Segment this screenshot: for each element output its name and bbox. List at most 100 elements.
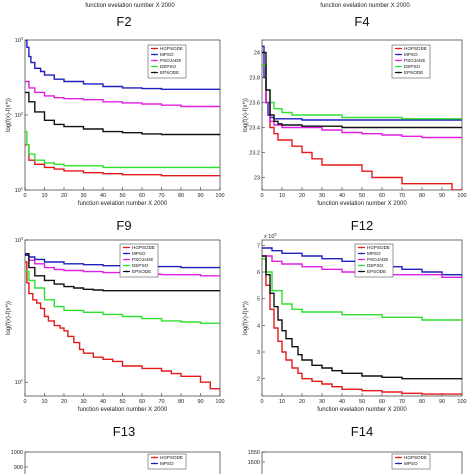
x-axis-label: function evelation number X 2000 (78, 201, 168, 207)
y-tick-label: 1550 (248, 450, 260, 456)
legend-entry: MPSO (132, 251, 146, 256)
series-line-psojade (262, 64, 462, 139)
x-tick-label: 10 (279, 399, 285, 405)
legend-marker (397, 456, 400, 459)
x-tick-label: 40 (100, 193, 106, 199)
legend-entry: MPSO (160, 52, 174, 57)
legend-entry: HGPSODE (160, 46, 183, 51)
series-line-psojade (25, 80, 220, 108)
x-tick-label: 90 (197, 193, 203, 199)
y-tick-label: 23.4 (249, 126, 260, 132)
legend-entry: HGPSODE (132, 245, 155, 250)
x-tick-label: 70 (399, 399, 405, 405)
x-tick-label: 30 (80, 193, 86, 199)
legend-marker (125, 252, 128, 255)
legend-entry: HGPSODE (367, 245, 390, 250)
x-tick-label: 80 (419, 193, 425, 199)
x-tick-label: 30 (319, 193, 325, 199)
x-tick-label: 40 (100, 399, 106, 405)
series-line-hgpsode (25, 144, 220, 177)
legend-marker (153, 71, 156, 74)
panel-title-f4: F4 (354, 14, 369, 29)
x-tick-label: 30 (319, 399, 325, 405)
series-line-epsode (262, 51, 462, 129)
x-axis-label: function evelation number X 2000 (78, 407, 168, 413)
legend-entry: HGPSODE (404, 46, 427, 51)
x-tick-label: 0 (23, 399, 26, 405)
series-line-hgpsode (262, 258, 462, 395)
y-tick-label: 23.8 (249, 76, 260, 82)
y-tick-label: 1000 (11, 450, 23, 456)
x-tick-label: 50 (359, 399, 365, 405)
y-exponent-label: x 105 (264, 232, 277, 241)
legend-marker (397, 462, 400, 465)
legend-marker (397, 71, 400, 74)
x-tick-label: 10 (41, 193, 47, 199)
y-tick-label: 2 (257, 377, 260, 383)
x-tick-label: 60 (379, 193, 385, 199)
chart-panel: 2 3 4 5 6 7 x 105 0 10 20 30 40 50 60 70 80 90 100 functio… (243, 232, 467, 414)
series-line-depso (262, 258, 462, 321)
y-axis-label: log(f(x)-f(x*)) (6, 98, 12, 132)
legend-marker (153, 65, 156, 68)
series-line-mpso (25, 40, 220, 90)
y-axis-label: log(f(x)-f(x*)) (243, 301, 249, 335)
x-tick-label: 30 (80, 399, 86, 405)
y-tick-label: 102 (15, 111, 24, 120)
x-tick-label: 100 (215, 193, 224, 199)
legend-entry: PSOJADE (404, 58, 425, 63)
legend-marker (153, 47, 156, 50)
x-tick-label: 80 (419, 399, 425, 405)
legend-entry: EPSODE (132, 269, 151, 274)
series-line-psojade (262, 255, 462, 278)
legend-entry: EPSODE (367, 269, 386, 274)
x-tick-label: 80 (178, 193, 184, 199)
y-tick-label: 102 (15, 378, 24, 387)
series-line-epsode (25, 91, 220, 136)
x-axis-label: function evelation number X 2000 (317, 201, 407, 207)
x-tick-label: 40 (339, 193, 345, 199)
legend-marker (360, 246, 363, 249)
x-tick-label: 0 (260, 399, 263, 405)
x-tick-label: 10 (279, 193, 285, 199)
x-axis-label: function evelation number X 2000 (317, 407, 407, 413)
series-line-depso (25, 130, 220, 169)
legend-entry: DEPSO (132, 263, 149, 268)
legend-entry: MPSO (404, 461, 418, 466)
x-tick-label: 70 (158, 193, 164, 199)
x-tick-label: 0 (23, 193, 26, 199)
x-tick-label: 90 (197, 399, 203, 405)
x-tick-label: 20 (299, 399, 305, 405)
legend-marker (125, 270, 128, 273)
legend-marker (360, 258, 363, 261)
y-tick-label: 103 (15, 36, 24, 45)
legend-entry: MPSO (160, 461, 174, 466)
legend-entry: EPSODE (404, 70, 423, 75)
series-line-epsode (262, 255, 462, 380)
legend-marker (125, 246, 128, 249)
series-line-mpso (25, 254, 220, 269)
y-tick-label: 23 (254, 176, 260, 182)
series-line-hgpsode (25, 261, 220, 393)
legend-entry: PSOJADE (132, 257, 153, 262)
legend-entry: MPSO (367, 251, 381, 256)
y-tick-label: 7 (257, 243, 260, 249)
x-tick-label: 20 (299, 193, 305, 199)
legend-marker (397, 59, 400, 62)
y-tick-label: 23.2 (249, 151, 260, 157)
chart-panel: 101 102 103 0 10 20 30 40 50 60 70 80 90 100 function … (6, 36, 225, 208)
x-tick-label: 90 (439, 193, 445, 199)
legend-marker (153, 59, 156, 62)
plot-frame (261, 451, 463, 474)
x-tick-label: 0 (260, 193, 263, 199)
series-line-psojade (25, 253, 220, 277)
x-tick-label: 10 (41, 399, 47, 405)
x-tick-label: 50 (119, 193, 125, 199)
legend-marker (153, 53, 156, 56)
chart-panel: 23 23.2 23.4 23.6 23.8 24 0 10 20 30 40 50 60 70 80 90 1… (243, 39, 467, 207)
x-tick-label: 70 (399, 193, 405, 199)
legend-marker (125, 258, 128, 261)
plot-frame (24, 451, 221, 474)
